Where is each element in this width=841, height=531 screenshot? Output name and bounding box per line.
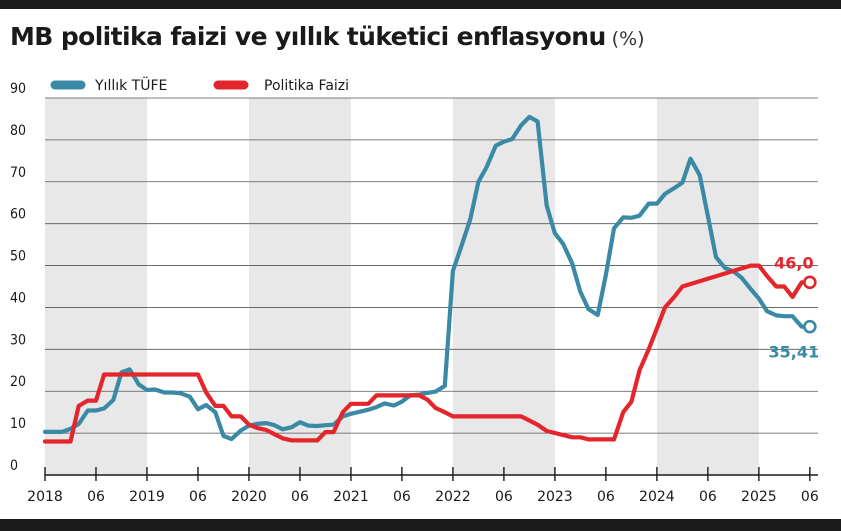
year-band: [452, 98, 555, 475]
x-axis: 2018 06 2019 06 2020 06 2021 06 2022 06 2023 06 2024…: [27, 467, 819, 505]
x-tick-label: 2021: [333, 489, 369, 505]
x-tick-label: 06: [291, 489, 309, 505]
end-marker-0: [803, 319, 817, 334]
x-tick-label: 2020: [231, 489, 267, 505]
x-tick-label: 2023: [537, 489, 573, 505]
x-tick-label: 2022: [435, 489, 471, 505]
gridlines: [45, 97, 818, 434]
end-marker-1: [803, 275, 817, 290]
y-axis: 0 10 20 30 40 50 60 70 80 90: [10, 81, 26, 474]
x-tick-label: 2019: [129, 489, 165, 505]
x-tick-label: 06: [495, 489, 513, 505]
x-tick-label: 2025: [741, 489, 777, 505]
y-tick-label: 80: [10, 123, 26, 139]
x-tick-label: 06: [597, 489, 615, 505]
bottom-bar: [0, 519, 841, 531]
y-tick-label: 70: [10, 165, 26, 181]
x-tick-label: 06: [393, 489, 411, 505]
legend: Yıllık TÜFE Politika Faizi: [50, 76, 349, 94]
legend-label-0: Yıllık TÜFE: [94, 76, 167, 94]
y-tick-label: 50: [10, 249, 26, 265]
y-tick-label: 30: [10, 332, 26, 348]
series-lines: [42, 114, 812, 444]
end-labels: 35,41 46,0: [769, 253, 820, 361]
chart-title: MB politika faizi ve yıllık tüketici enf…: [10, 22, 606, 51]
x-tick-label: 06: [699, 489, 717, 505]
x-tick-label: 2018: [27, 489, 63, 505]
end-value-label-1: 46,0: [774, 253, 813, 272]
year-band: [656, 98, 759, 475]
x-tick-label: 2024: [639, 489, 675, 505]
series-line-1: [42, 263, 812, 444]
x-tick-label: 06: [801, 489, 819, 505]
y-tick-label: 40: [10, 290, 26, 306]
end-value-label-0: 35,41: [769, 343, 820, 362]
x-tick-label: 06: [87, 489, 105, 505]
title-row: MB politika faizi ve yıllık tüketici enf…: [10, 22, 645, 51]
x-tick-label: 06: [189, 489, 207, 505]
y-tick-label: 20: [10, 374, 26, 390]
year-band: [45, 98, 147, 475]
top-bar: [0, 0, 841, 9]
y-tick-label: 90: [10, 81, 26, 97]
series-line-0: [42, 114, 812, 442]
legend-label-1: Politika Faizi: [264, 78, 349, 94]
y-tick-label: 60: [10, 207, 26, 223]
chart-unit: (%): [611, 28, 645, 50]
y-tick-label: 10: [10, 416, 26, 432]
year-band: [248, 98, 351, 475]
y-tick-label: 0: [10, 458, 18, 474]
year-bands: [45, 98, 759, 475]
